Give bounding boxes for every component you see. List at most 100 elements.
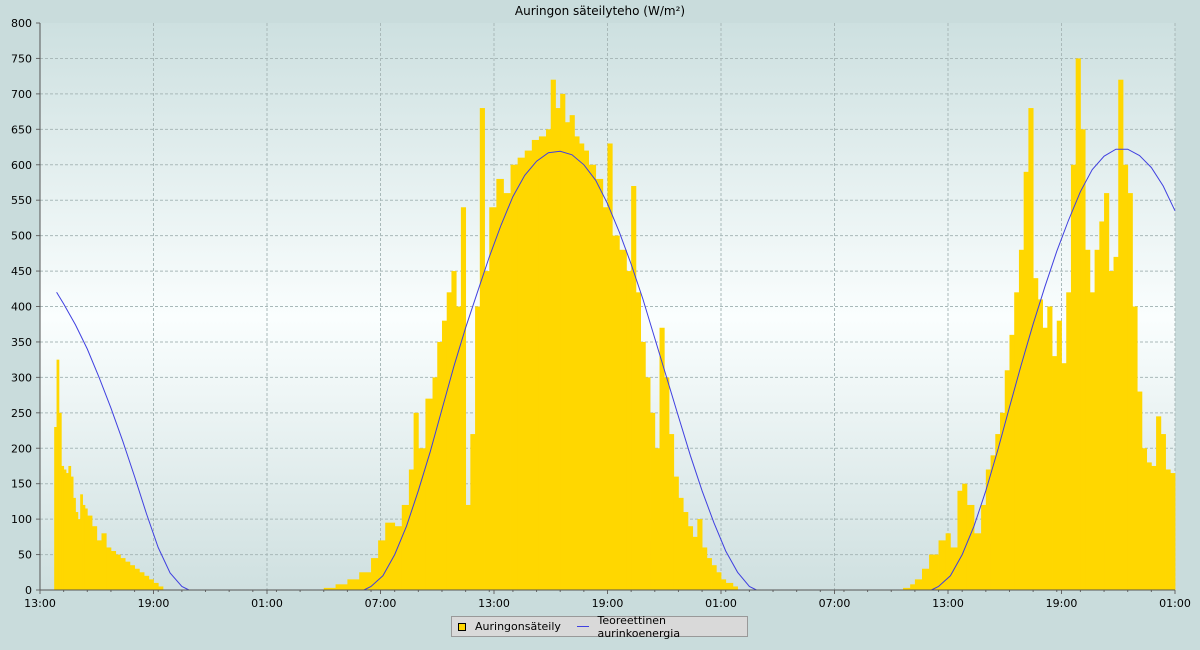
- radiation-bar: [732, 586, 738, 590]
- radiation-bar: [974, 533, 982, 590]
- radiation-bar: [654, 448, 660, 590]
- radiation-bar: [957, 490, 963, 590]
- radiation-bar: [465, 504, 471, 590]
- radiation-bar: [1094, 249, 1100, 591]
- radiation-bar: [75, 512, 79, 590]
- legend-swatch-radiation: [458, 622, 466, 631]
- radiation-bar: [1047, 306, 1053, 590]
- x-tick-label: 13:00: [932, 597, 964, 610]
- radiation-bar: [602, 207, 608, 590]
- chart-title: Auringon säteilyteho (W/m²): [515, 4, 685, 18]
- radiation-bar: [668, 434, 675, 590]
- x-tick-label: 07:00: [819, 597, 851, 610]
- radiation-bar: [683, 512, 689, 590]
- radiation-bar: [1052, 356, 1058, 590]
- radiation-bar: [1122, 164, 1129, 590]
- radiation-bar: [595, 178, 604, 591]
- radiation-bar: [359, 572, 372, 590]
- radiation-bar: [583, 150, 589, 590]
- radiation-bar: [1113, 256, 1119, 590]
- y-tick-label: 550: [11, 194, 32, 207]
- radiation-bar: [451, 271, 457, 590]
- radiation-bar: [1033, 278, 1039, 590]
- radiation-bar: [371, 558, 379, 590]
- legend: Auringonsäteily Teoreettinen aurinkoener…: [451, 614, 748, 640]
- radiation-bar: [82, 504, 86, 590]
- radiation-bar: [437, 341, 443, 590]
- radiation-bar: [910, 584, 916, 590]
- radiation-bar: [1037, 299, 1043, 590]
- radiation-bar: [460, 207, 467, 590]
- y-tick-label: 750: [11, 52, 32, 65]
- radiation-bar: [1118, 79, 1124, 590]
- radiation-bar: [650, 412, 656, 590]
- radiation-bar: [335, 584, 348, 590]
- radiation-bar: [408, 469, 415, 590]
- radiation-bar: [1108, 271, 1114, 590]
- radiation-bar: [63, 469, 67, 590]
- radiation-bar: [962, 483, 968, 590]
- theoretical-energy-line: [56, 148, 1176, 591]
- legend-item-theoretical: Teoreettinen aurinkoenergia: [576, 614, 747, 640]
- axes: 0 50 100 150 200 250 300 350 400 450 500 550 600 650 7…: [11, 17, 1191, 610]
- radiation-bar: [1018, 249, 1025, 591]
- y-tick-label: 100: [11, 513, 32, 526]
- radiation-bar: [1028, 108, 1034, 591]
- radiation-bar: [711, 565, 717, 590]
- radiation-bar: [1146, 462, 1152, 590]
- y-tick-label: 250: [11, 407, 32, 420]
- radiation-bar: [470, 434, 476, 590]
- y-tick-label: 450: [11, 265, 32, 278]
- radiation-bar: [1165, 469, 1171, 590]
- radiation-bar: [716, 572, 722, 590]
- radiation-bar: [569, 115, 575, 590]
- radiation-bar: [80, 494, 83, 590]
- radiation-bar: [56, 359, 60, 590]
- radiation-bar: [1023, 171, 1029, 590]
- radiation-bar: [721, 579, 727, 590]
- x-tick-label: 19:00: [1046, 597, 1078, 610]
- radiation-bar: [96, 540, 102, 590]
- radiation-bar: [87, 515, 93, 590]
- y-tick-label: 0: [25, 584, 32, 597]
- radiation-bar: [115, 554, 121, 590]
- radiation-bar: [635, 292, 642, 590]
- radiation-bar: [1066, 292, 1072, 590]
- radiation-bar: [1170, 473, 1176, 590]
- radiation-bar: [588, 164, 597, 590]
- x-tick-label: 01:00: [251, 597, 283, 610]
- radiation-bar: [538, 136, 547, 590]
- radiation-bar: [432, 377, 438, 590]
- radiation-bar: [446, 292, 452, 590]
- y-tick-label: 600: [11, 159, 32, 172]
- radiation-bar: [517, 157, 526, 590]
- legend-label-radiation: Auringonsäteily: [475, 620, 561, 633]
- radiation-bar: [456, 306, 462, 590]
- radiation-bar: [702, 547, 708, 590]
- x-tick-label: 13:00: [478, 597, 510, 610]
- radiation-bar: [1070, 164, 1077, 590]
- radiation-bar: [148, 579, 154, 590]
- radiation-bar: [378, 540, 386, 590]
- y-tick-label: 500: [11, 230, 32, 243]
- radiation-bar: [678, 497, 684, 590]
- radiation-bar: [134, 568, 140, 590]
- x-tick-label: 19:00: [138, 597, 170, 610]
- y-tick-label: 200: [11, 442, 32, 455]
- x-tick-label: 01:00: [1159, 597, 1191, 610]
- y-tick-label: 300: [11, 371, 32, 384]
- y-tick-label: 50: [18, 549, 32, 562]
- radiation-bar: [1156, 416, 1162, 590]
- radiation-bar: [579, 143, 585, 591]
- radiation-bar: [692, 536, 698, 590]
- radiation-bar: [640, 341, 646, 590]
- radiation-bar: [995, 434, 1001, 590]
- radiation-bar: [385, 522, 396, 590]
- radiation-bar: [158, 586, 164, 590]
- radiation-bar: [425, 398, 433, 590]
- radiation-bar: [531, 139, 540, 590]
- radiation-bar: [1080, 129, 1086, 590]
- radiation-bar: [687, 526, 694, 590]
- radiation-bar: [70, 476, 74, 590]
- radiation-bars: [54, 58, 1176, 591]
